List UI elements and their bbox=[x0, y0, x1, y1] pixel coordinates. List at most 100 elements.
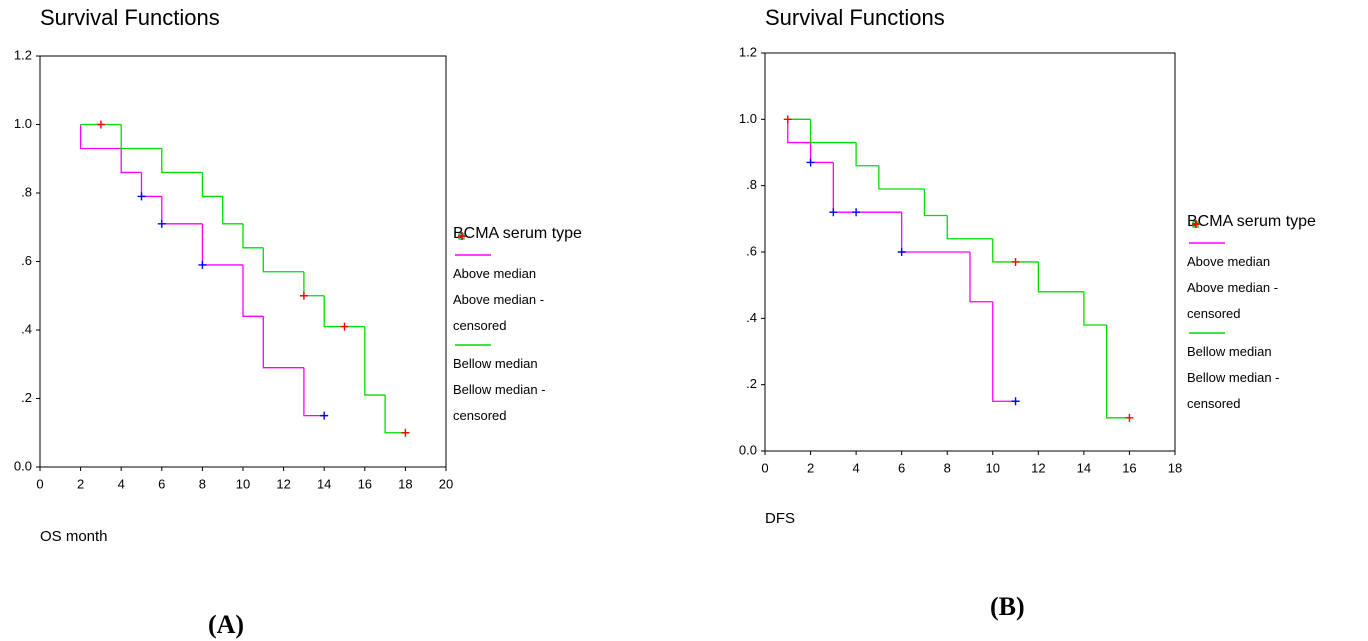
legend-label: Above median -censored bbox=[453, 292, 545, 333]
legend-entry: Above median -censored bbox=[1187, 220, 1337, 327]
y-tick-label: 0.0 bbox=[14, 458, 32, 473]
survival-step bbox=[303, 271, 325, 297]
censor-mark bbox=[852, 208, 861, 217]
survival-step bbox=[140, 172, 162, 198]
survival-step bbox=[161, 196, 203, 225]
censor-mark bbox=[829, 208, 838, 217]
survival-step bbox=[992, 301, 1016, 402]
survival-step bbox=[969, 252, 993, 303]
survival-step bbox=[303, 367, 325, 417]
x-tick-label: 10 bbox=[986, 460, 1000, 475]
legend-marker bbox=[1192, 220, 1200, 228]
survival-step bbox=[787, 119, 811, 144]
x-tick-label: 12 bbox=[276, 476, 290, 491]
x-tick-label: 0 bbox=[36, 476, 43, 491]
legend-label: Bellow median -censored bbox=[1187, 370, 1280, 411]
survival-step bbox=[878, 165, 925, 190]
legend-label: Bellow median bbox=[453, 356, 538, 371]
survival-step bbox=[384, 395, 406, 434]
x-tick-label: 18 bbox=[398, 476, 412, 491]
survival-step bbox=[201, 172, 223, 198]
censor-mark bbox=[299, 291, 308, 300]
x-tick-label: 4 bbox=[118, 476, 125, 491]
censor-mark bbox=[96, 120, 105, 129]
censor-mark bbox=[137, 192, 146, 201]
survival-step bbox=[262, 316, 304, 369]
x-tick-label: 20 bbox=[439, 476, 453, 491]
legend-line-sample bbox=[455, 344, 491, 346]
y-tick-label: .4 bbox=[746, 310, 757, 325]
x-tick-label: 10 bbox=[236, 476, 250, 491]
y-tick-label: 1.2 bbox=[14, 47, 32, 62]
survival-step bbox=[120, 124, 162, 150]
survival-step bbox=[161, 148, 203, 174]
censor-mark bbox=[320, 411, 329, 420]
y-tick-label: .4 bbox=[21, 321, 32, 336]
censor-mark bbox=[157, 219, 166, 228]
panel-label: (B) bbox=[990, 592, 1025, 621]
legend-label: Above median bbox=[453, 266, 537, 281]
survival-step bbox=[242, 223, 264, 249]
legend-entry: Above median -censored bbox=[453, 232, 603, 339]
x-tick-label: 18 bbox=[1168, 460, 1182, 475]
x-tick-label: 16 bbox=[358, 476, 372, 491]
legend-entry: Bellow median -censored bbox=[453, 232, 603, 429]
y-tick-label: .2 bbox=[21, 390, 32, 405]
x-tick-label: 6 bbox=[898, 460, 905, 475]
legend-line-sample bbox=[1189, 332, 1225, 334]
x-tick-label: 2 bbox=[77, 476, 84, 491]
y-tick-label: 1.0 bbox=[739, 111, 757, 126]
survival-step bbox=[323, 295, 365, 328]
legend-title: BCMA serum type bbox=[453, 225, 582, 242]
survival-step bbox=[222, 196, 243, 225]
legend-plus bbox=[458, 232, 466, 240]
plot-area: 0.0 .2 .4 .6 .8 1.0 1.2 0 2 4 6 8 10 12 14 16 18 bbox=[739, 44, 1182, 475]
legend-label: Bellow median -censored bbox=[453, 382, 546, 423]
chart-title: Survival Functions bbox=[40, 5, 220, 30]
survival-step bbox=[809, 119, 857, 144]
x-tick-label: 8 bbox=[944, 460, 951, 475]
x-tick-label: 0 bbox=[761, 460, 768, 475]
legend-title: BCMA serum type bbox=[1187, 213, 1316, 230]
x-axis-label: DFS bbox=[765, 510, 795, 527]
legend-marker bbox=[458, 232, 466, 240]
x-tick-label: 8 bbox=[199, 476, 206, 491]
plot-area: 0.0 .2 .4 .6 .8 1.0 1.2 0 2 4 6 8 10 12 14 16 18 20 bbox=[14, 47, 453, 491]
survival-step bbox=[809, 142, 834, 164]
censor-mark bbox=[783, 115, 792, 124]
legend-entry: Bellow median bbox=[1187, 221, 1337, 365]
y-tick-label: .6 bbox=[746, 243, 757, 258]
x-tick-label: 14 bbox=[1077, 460, 1091, 475]
y-tick-label: 1.0 bbox=[14, 116, 32, 131]
censor-mark bbox=[1011, 397, 1020, 406]
survival-step bbox=[79, 124, 122, 150]
legend: BCMA serum type Above median Above median … bbox=[453, 225, 603, 429]
x-tick-label: 6 bbox=[158, 476, 165, 491]
censor-mark bbox=[198, 260, 207, 269]
survival-step bbox=[923, 188, 948, 217]
x-tick-label: 16 bbox=[1122, 460, 1136, 475]
legend-entry: Bellow median -censored bbox=[1187, 220, 1337, 417]
survival-step bbox=[262, 247, 304, 273]
survival-step bbox=[946, 215, 993, 240]
y-tick-label: .2 bbox=[746, 376, 757, 391]
x-axis-label: OS month bbox=[40, 528, 108, 545]
censor-mark bbox=[1125, 413, 1134, 422]
x-tick-label: 2 bbox=[807, 460, 814, 475]
y-tick-label: .8 bbox=[21, 184, 32, 199]
survival-step bbox=[201, 223, 243, 266]
survival-step bbox=[992, 238, 1039, 263]
censor-mark bbox=[897, 248, 906, 256]
x-tick-label: 12 bbox=[1031, 460, 1045, 475]
legend-line-sample bbox=[455, 254, 491, 256]
panel-label: (A) bbox=[208, 610, 245, 639]
censor-mark bbox=[1011, 257, 1020, 266]
legend: BCMA serum type Above median Above median … bbox=[1187, 213, 1337, 417]
survival-step bbox=[364, 326, 386, 396]
survival-step bbox=[1083, 291, 1107, 326]
legend-entry: Above median bbox=[453, 233, 603, 287]
survival-step bbox=[242, 264, 264, 317]
legend-label: Above median bbox=[1187, 254, 1271, 269]
x-tick-label: 4 bbox=[852, 460, 859, 475]
